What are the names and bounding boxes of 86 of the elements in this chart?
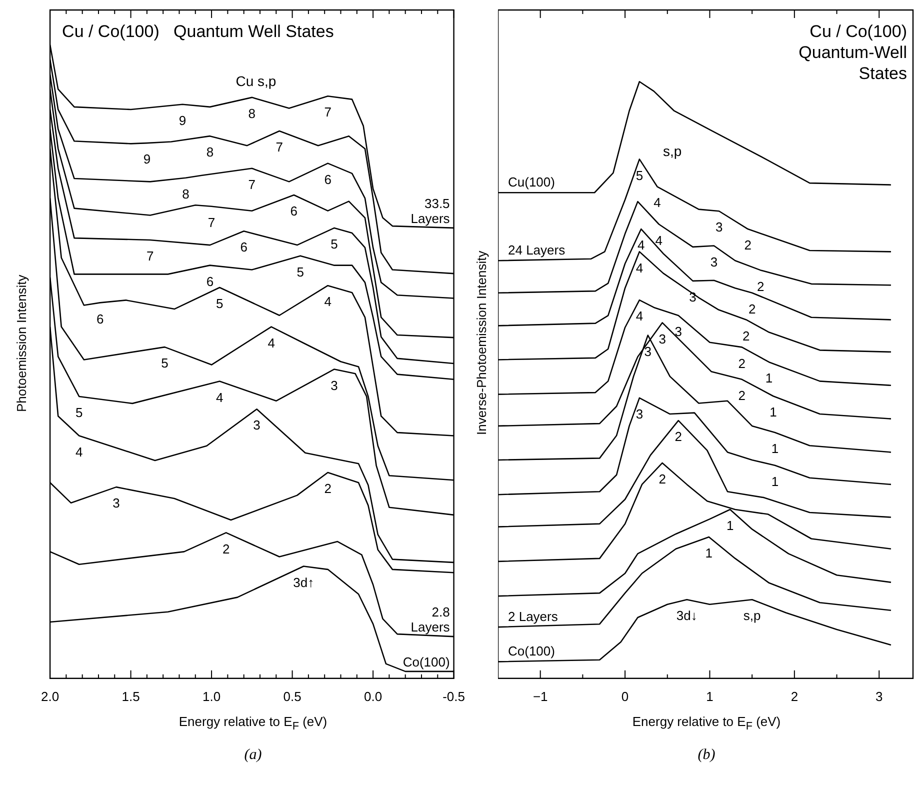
x-tick-label: 3: [876, 688, 883, 704]
annotation: 4: [75, 444, 83, 460]
annotation: 7: [208, 214, 216, 230]
annotation: 6: [324, 172, 332, 187]
annotation: 6: [96, 311, 104, 326]
annotation: 3: [710, 254, 718, 270]
chart-title: Cu / Co(100) Quantum-Well States: [798, 22, 907, 84]
annotation: 3: [636, 406, 644, 422]
annotation: 4: [654, 195, 661, 210]
annotation: 4: [655, 232, 663, 248]
annotation: 7: [146, 248, 154, 264]
annotation: 1: [765, 370, 773, 386]
annotation: 4: [638, 238, 645, 253]
x-tick-label: 0: [621, 688, 629, 704]
annotation: 3: [715, 220, 723, 235]
annotation: 2: [222, 541, 230, 556]
annotation: 4: [216, 390, 224, 405]
annotation: 33.5 Layers: [410, 196, 450, 226]
annotation: Cu(100): [508, 174, 555, 190]
annotation: 1: [726, 518, 734, 534]
annotation: 3: [674, 324, 682, 340]
annotation: 9: [143, 152, 151, 167]
annotation: 4: [324, 294, 332, 310]
annotation: 2: [744, 238, 752, 253]
x-axis-title: Energy relative to E$_{F}$ (eV): [178, 714, 328, 733]
x-tick-label: 0.0: [364, 688, 382, 704]
chart-title: Cu / Co(100) Quantum Well States: [62, 22, 334, 42]
annotation: 6: [240, 240, 248, 255]
x-tick-label: 2.0: [40, 688, 60, 704]
annotation: 2: [658, 472, 666, 487]
annotation: 2: [748, 301, 756, 316]
text: (a): [243, 746, 263, 764]
annotation: 1: [771, 474, 779, 489]
annotation: 8: [206, 144, 214, 160]
annotation: 2 Layers: [508, 609, 558, 624]
annotation: 3: [112, 496, 120, 511]
annotation: 1: [705, 546, 713, 561]
x-tick-label: −1: [532, 688, 548, 704]
annotation: 3: [644, 344, 652, 359]
annotation: 3: [658, 331, 666, 346]
x-tick-label: -0.5: [442, 688, 466, 704]
annotation: 1: [771, 441, 779, 456]
annotation: 3d↑: [293, 574, 314, 590]
text: s,p: [662, 143, 682, 160]
annotation: 1: [770, 404, 777, 420]
annotation: 7: [276, 140, 283, 155]
text: Cu s,p: [236, 73, 276, 90]
annotation: 9: [178, 112, 186, 128]
annotation: 7: [248, 176, 256, 192]
annotation: 7: [324, 104, 332, 120]
annotation: 2: [738, 388, 746, 403]
annotation: 2: [756, 278, 764, 294]
text: (b): [696, 746, 716, 764]
annotation: 2: [742, 328, 750, 344]
x-tick-label: 1.0: [202, 688, 221, 704]
annotation: 6: [290, 204, 298, 219]
annotation: Co(100): [402, 654, 450, 670]
y-axis-title: Inverse-Photoemission Intensity: [474, 250, 489, 438]
y-axis-title: Photoemission Intensity: [14, 273, 29, 414]
annotation: 2.8 Layers: [410, 604, 450, 635]
annotation: 2: [324, 481, 332, 496]
annotation: Co(100): [508, 644, 555, 659]
annotation: 2: [738, 356, 746, 371]
annotation: 5: [296, 264, 304, 280]
annotation: 5: [330, 236, 338, 252]
x-tick-label: 2: [790, 688, 798, 704]
annotation: 8: [182, 186, 190, 202]
annotation: 5: [161, 356, 168, 371]
annotation: 3: [330, 378, 338, 393]
annotation: 4: [636, 308, 644, 324]
annotation: 5: [636, 168, 644, 183]
x-tick-label: 1.5: [122, 688, 140, 704]
annotation: 4: [636, 260, 644, 276]
annotation: 4: [268, 335, 275, 350]
annotation: 24 Layers: [508, 242, 566, 258]
x-axis-title: Energy relative to E$_{F}$ (eV): [631, 714, 782, 733]
annotation: 2: [674, 429, 682, 444]
annotation: 3d↓: [676, 608, 698, 624]
x-tick-label: 1: [706, 688, 714, 704]
x-tick-label: 0.5: [283, 688, 302, 704]
annotation: 6: [206, 274, 214, 289]
annotation: 5: [75, 405, 83, 420]
annotation: 5: [216, 296, 224, 312]
annotation: 8: [248, 106, 256, 122]
annotation: s,p: [743, 608, 761, 624]
annotation: 3: [253, 418, 260, 433]
